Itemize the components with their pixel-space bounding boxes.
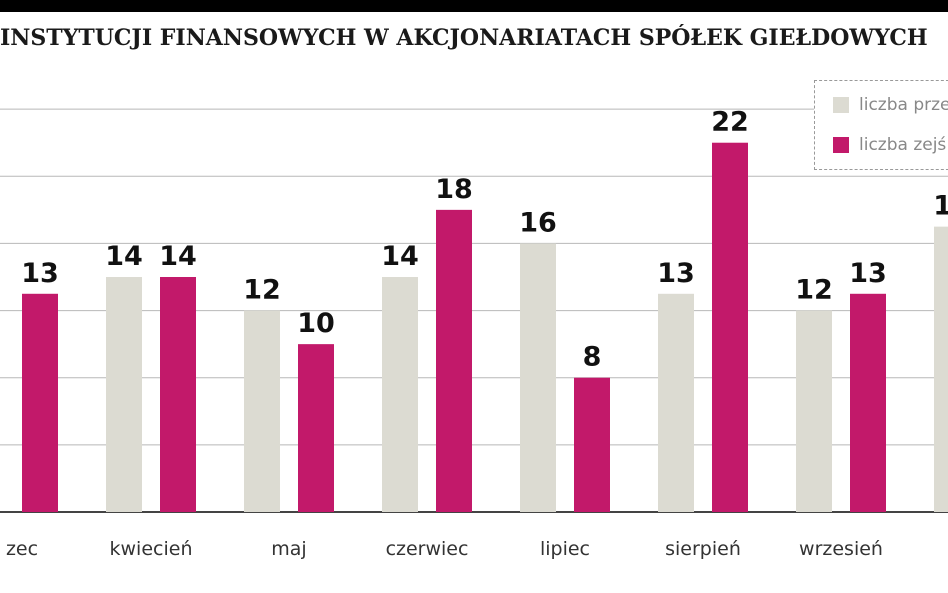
value-label: 13	[849, 258, 887, 289]
grid-lines	[0, 108, 948, 513]
value-labels: 13 14 14 12 10 14 18 16 8 13 22 12 13 17	[21, 107, 948, 373]
bar-series-a-2	[244, 310, 280, 512]
value-label: 14	[381, 241, 419, 272]
bar-series-b-2	[298, 344, 334, 512]
value-label: 18	[435, 174, 473, 205]
legend-label-series-a: liczba prze	[859, 95, 948, 115]
bar-series-b-1	[160, 277, 196, 512]
value-label: 13	[21, 258, 59, 289]
legend-item-series-b: liczba zejś	[833, 135, 946, 155]
x-tick-label: lipiec	[540, 538, 590, 560]
bars	[22, 142, 948, 512]
legend-item-series-a: liczba prze	[833, 95, 948, 115]
bar-series-a-5	[658, 293, 694, 512]
bar-series-b-6	[850, 293, 886, 512]
x-tick-label: zec	[6, 538, 38, 560]
value-label: 14	[159, 241, 197, 272]
bar-series-a-3	[382, 277, 418, 512]
bar-series-b-5	[712, 142, 748, 512]
legend-swatch-series-b	[833, 137, 849, 153]
legend-swatch-series-a	[833, 97, 849, 113]
bar-series-a-1	[106, 277, 142, 512]
top-black-bar	[0, 0, 948, 12]
x-tick-label: maj	[271, 538, 306, 560]
bar-series-b-0	[22, 293, 58, 512]
value-label: 17	[933, 191, 948, 222]
value-label: 16	[519, 207, 557, 238]
value-label: 12	[795, 275, 833, 306]
bar-series-a-7	[934, 226, 948, 512]
bar-series-b-4	[574, 377, 610, 512]
chart-title: INSTYTUCJI FINANSOWYCH W AKCJONARIATACH …	[0, 25, 928, 51]
bar-series-a-6	[796, 310, 832, 512]
value-label: 10	[297, 308, 335, 339]
legend: liczba prze liczba zejś	[814, 80, 948, 170]
x-tick-label: czerwiec	[386, 538, 469, 560]
x-tick-label: kwiecień	[110, 538, 193, 560]
value-label: 13	[657, 258, 695, 289]
x-tick-labels: zec kwiecień maj czerwiec lipiec sierpień wrze…	[6, 538, 883, 560]
x-tick-label: wrzesień	[799, 538, 883, 560]
value-label: 14	[105, 241, 143, 272]
bar-series-b-3	[436, 209, 472, 512]
value-label: 12	[243, 275, 281, 306]
x-tick-label: sierpień	[665, 538, 741, 560]
bar-series-a-4	[520, 243, 556, 512]
value-label: 8	[583, 342, 602, 373]
value-label: 22	[711, 107, 749, 138]
legend-label-series-b: liczba zejś	[859, 135, 947, 155]
